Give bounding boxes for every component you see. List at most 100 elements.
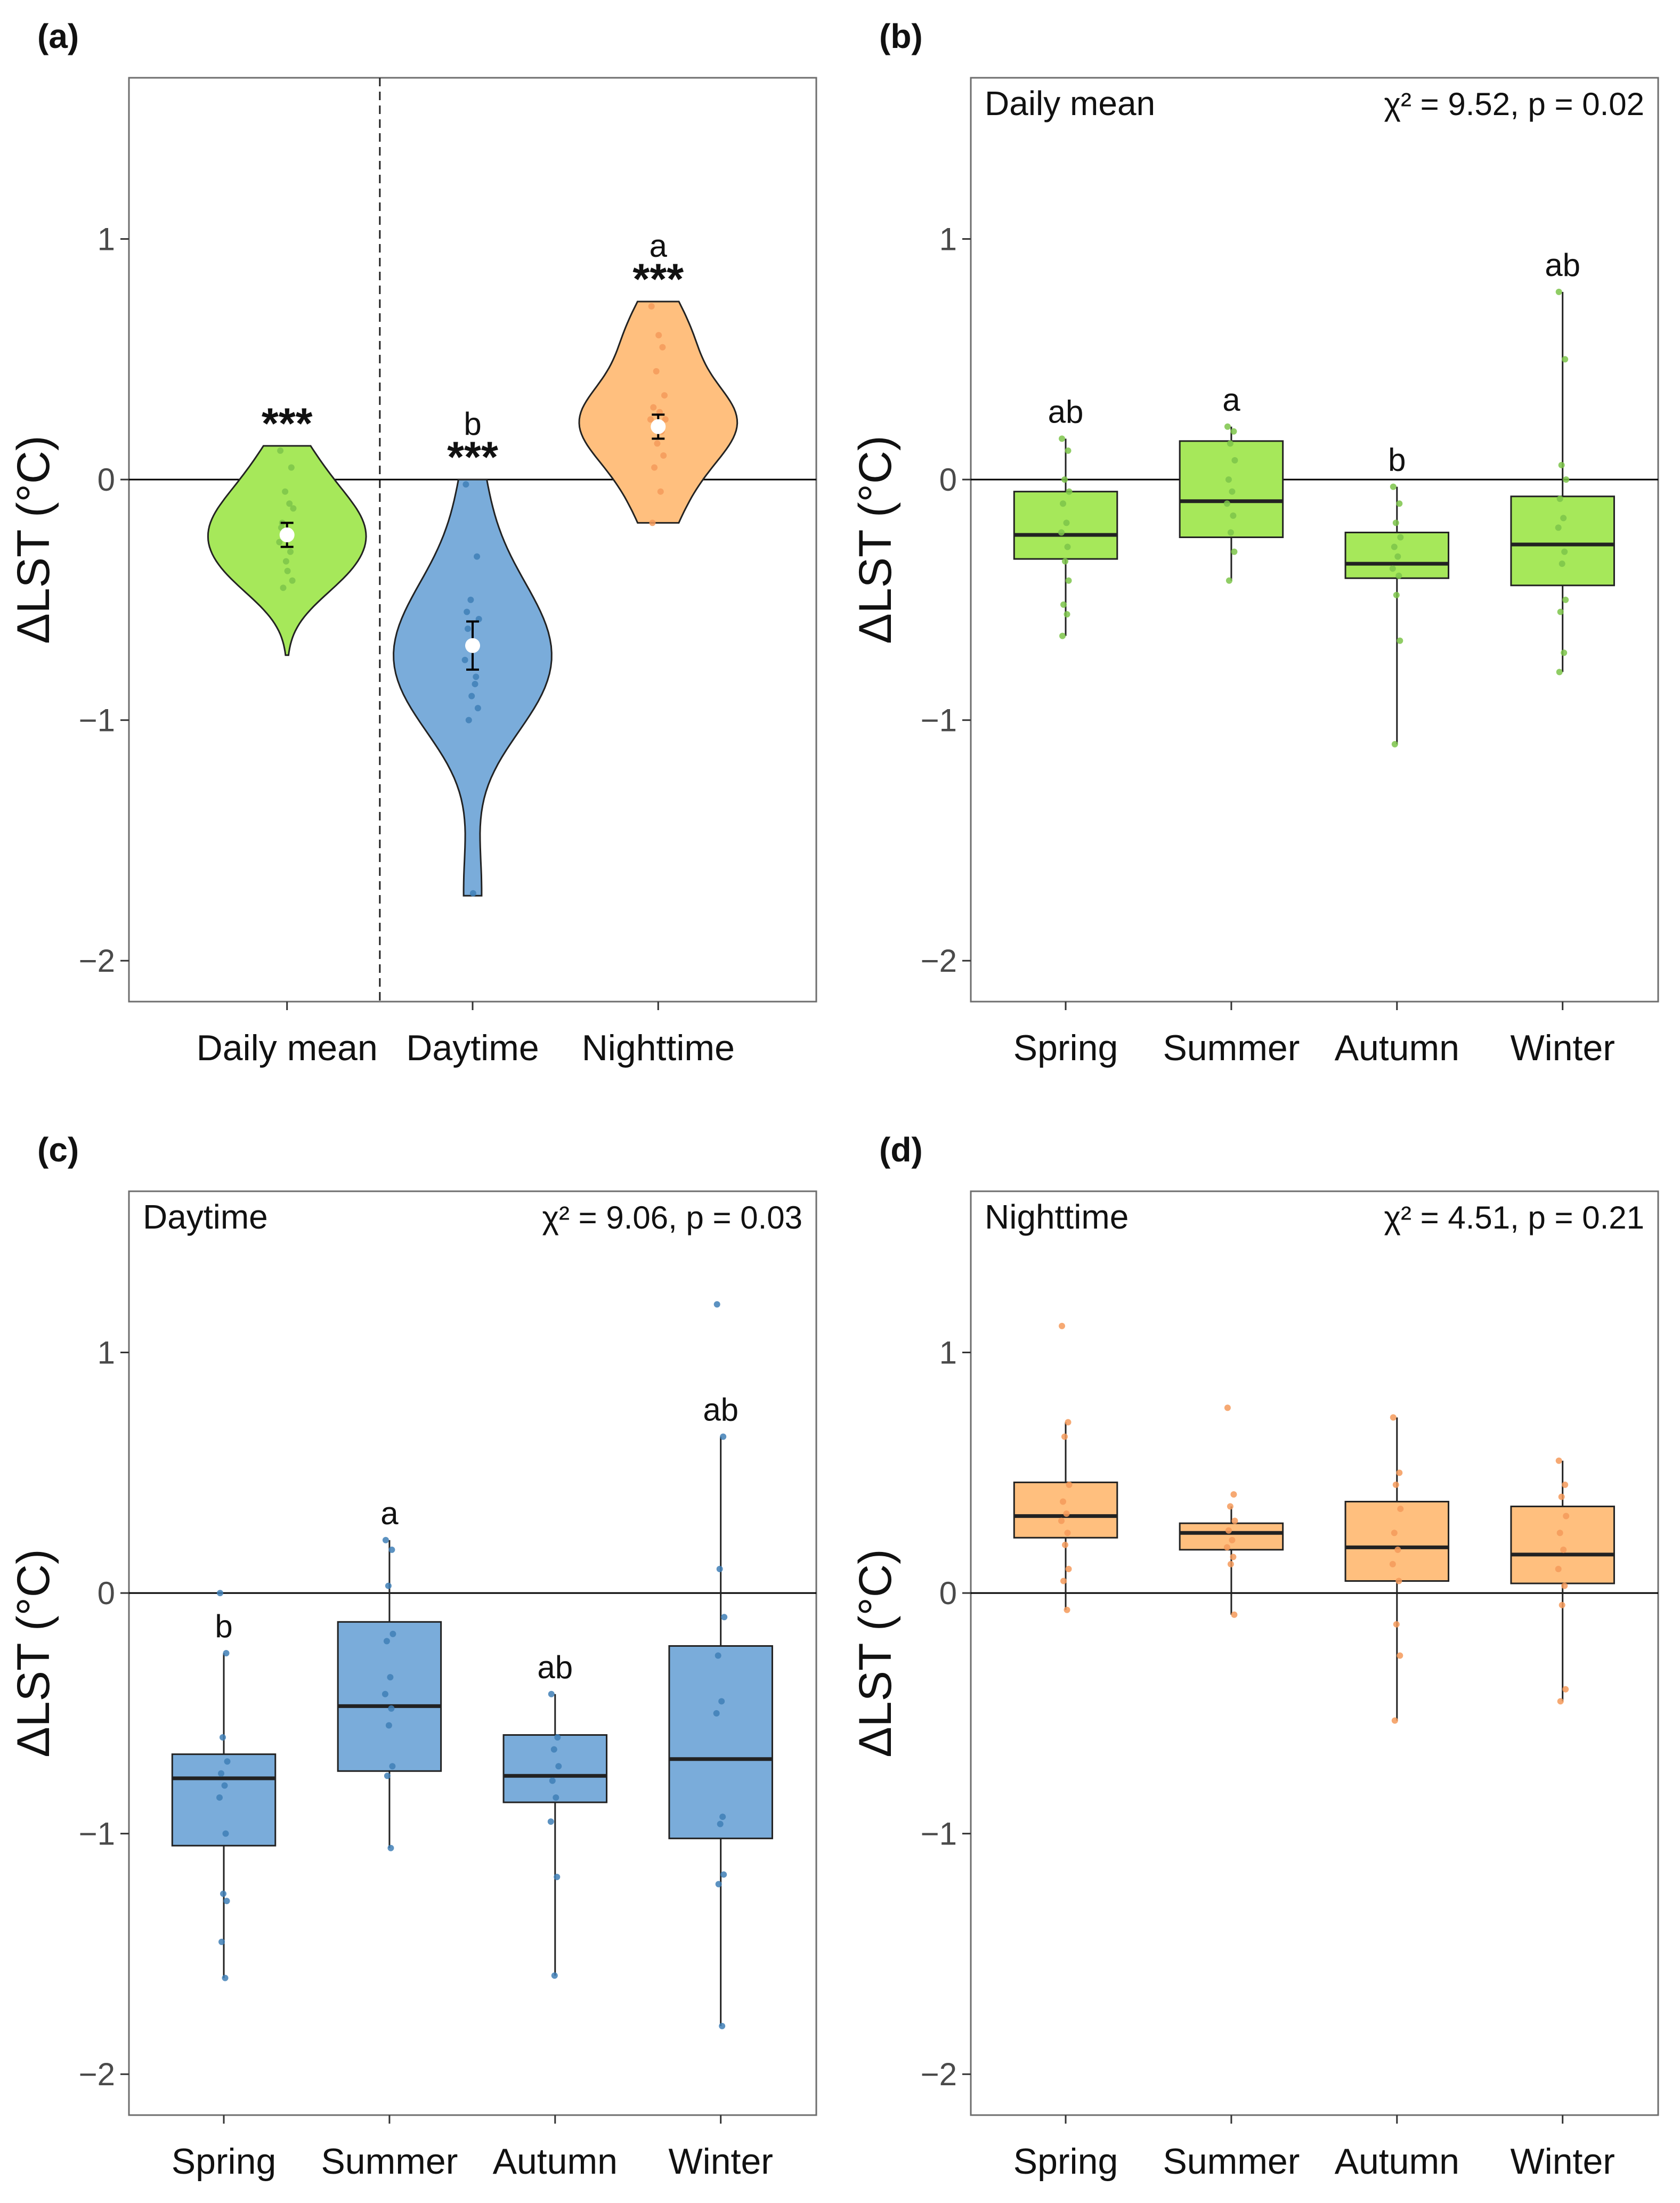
data-point [654, 440, 661, 447]
data-point [1066, 1481, 1073, 1488]
y-tick-label: 1 [98, 1335, 115, 1371]
data-point [1058, 1517, 1065, 1524]
data-point [1058, 529, 1065, 536]
data-point [1558, 462, 1565, 469]
x-tick-label: Summer [321, 2141, 458, 2182]
box-winter [1510, 495, 1615, 587]
box-autumn [1344, 1501, 1450, 1582]
data-point [547, 1818, 554, 1825]
box-summer [337, 1621, 442, 1772]
data-point [1060, 500, 1067, 507]
data-point [1060, 1498, 1067, 1505]
data-point [1229, 1537, 1236, 1543]
data-point [718, 1698, 725, 1705]
data-point [286, 500, 293, 507]
data-point [1389, 565, 1396, 572]
data-point [289, 577, 296, 584]
data-point [222, 1974, 229, 1981]
data-point [1563, 1513, 1570, 1519]
data-point [1391, 741, 1398, 747]
x-tick-label: Autumn [1335, 2141, 1459, 2182]
data-point [1561, 548, 1568, 555]
x-tick-label: Daily mean [197, 1028, 378, 1068]
data-point [1396, 1469, 1403, 1476]
data-point [1231, 1611, 1238, 1618]
data-point [1397, 637, 1403, 644]
box-winter [1510, 1506, 1615, 1584]
data-point [1065, 577, 1072, 584]
data-point [1231, 457, 1238, 464]
data-point [651, 464, 658, 471]
data-point [720, 1871, 727, 1878]
panel-b: 1 0 −1 −2 Spring Summer Autumn Winter ΔLST (°C) (… [850, 17, 1659, 1068]
group-letter: a [1222, 382, 1240, 418]
panel-tag: (c) [37, 1131, 79, 1169]
data-point [1230, 1491, 1237, 1498]
data-point [1397, 534, 1404, 541]
data-point [474, 553, 481, 560]
data-point [1559, 560, 1565, 567]
data-point [554, 1873, 561, 1880]
data-point [220, 1890, 227, 1897]
data-point [1225, 577, 1232, 584]
data-point [1555, 1565, 1562, 1572]
data-point [719, 1814, 726, 1820]
data-point [1555, 1457, 1562, 1464]
stat-text: χ² = 9.52, p = 0.02 [1384, 86, 1645, 122]
panel-frame [970, 1190, 1659, 2116]
data-point [1230, 512, 1237, 519]
data-point [1560, 1546, 1567, 1553]
y-tick-label: 1 [939, 1335, 957, 1371]
data-point [382, 1537, 389, 1543]
panel-tag: (d) [879, 1131, 923, 1169]
y-tick-label: −1 [79, 1816, 115, 1852]
data-point [551, 1972, 558, 1979]
data-point [216, 1794, 223, 1801]
data-point [465, 717, 472, 724]
y-tick-label: −1 [921, 703, 957, 738]
data-point [1390, 483, 1397, 490]
group-letter: ab [1545, 247, 1580, 283]
data-point [1231, 1517, 1238, 1524]
panel-d: 1 0 −1 −2 Spring Summer Autumn Winter ΔLST (°C) (… [850, 1131, 1659, 2182]
stat-text: χ² = 4.51, p = 0.21 [1384, 1200, 1645, 1235]
data-point [716, 1565, 723, 1572]
x-tick-label: Daytime [406, 1028, 539, 1068]
violin-daily-mean [207, 445, 367, 656]
x-tick-label: Spring [172, 2141, 277, 2182]
data-point [555, 1763, 562, 1770]
data-point [1060, 1578, 1067, 1584]
data-point [468, 693, 475, 700]
y-tick-label: −1 [79, 703, 115, 738]
data-point [719, 2022, 726, 2029]
data-point [383, 1638, 390, 1645]
data-point [1393, 591, 1400, 598]
box-summer [1179, 1522, 1284, 1551]
data-point [1227, 529, 1234, 536]
data-point [1389, 1560, 1396, 1567]
data-point [1223, 500, 1230, 507]
data-point [721, 1614, 728, 1621]
data-point [1061, 1433, 1068, 1440]
panel-title: Daily mean [985, 84, 1155, 123]
data-point [1227, 440, 1233, 447]
data-point [472, 680, 478, 687]
data-point [1555, 288, 1562, 295]
data-point [1059, 1322, 1066, 1329]
data-point [1059, 435, 1066, 442]
data-point [462, 481, 469, 488]
data-point [1562, 1686, 1569, 1693]
box-spring [171, 1753, 277, 1847]
data-point [1557, 1698, 1564, 1705]
data-point [1391, 1717, 1398, 1724]
data-point [469, 890, 476, 897]
data-point [389, 1630, 396, 1637]
group-letter: ab [537, 1649, 573, 1685]
data-point [473, 673, 480, 680]
x-tick-label: Spring [1013, 1028, 1118, 1068]
data-point [382, 1690, 388, 1697]
data-point [1395, 1578, 1402, 1584]
data-point [280, 584, 287, 591]
data-point [1562, 596, 1569, 603]
data-point [1391, 543, 1398, 550]
